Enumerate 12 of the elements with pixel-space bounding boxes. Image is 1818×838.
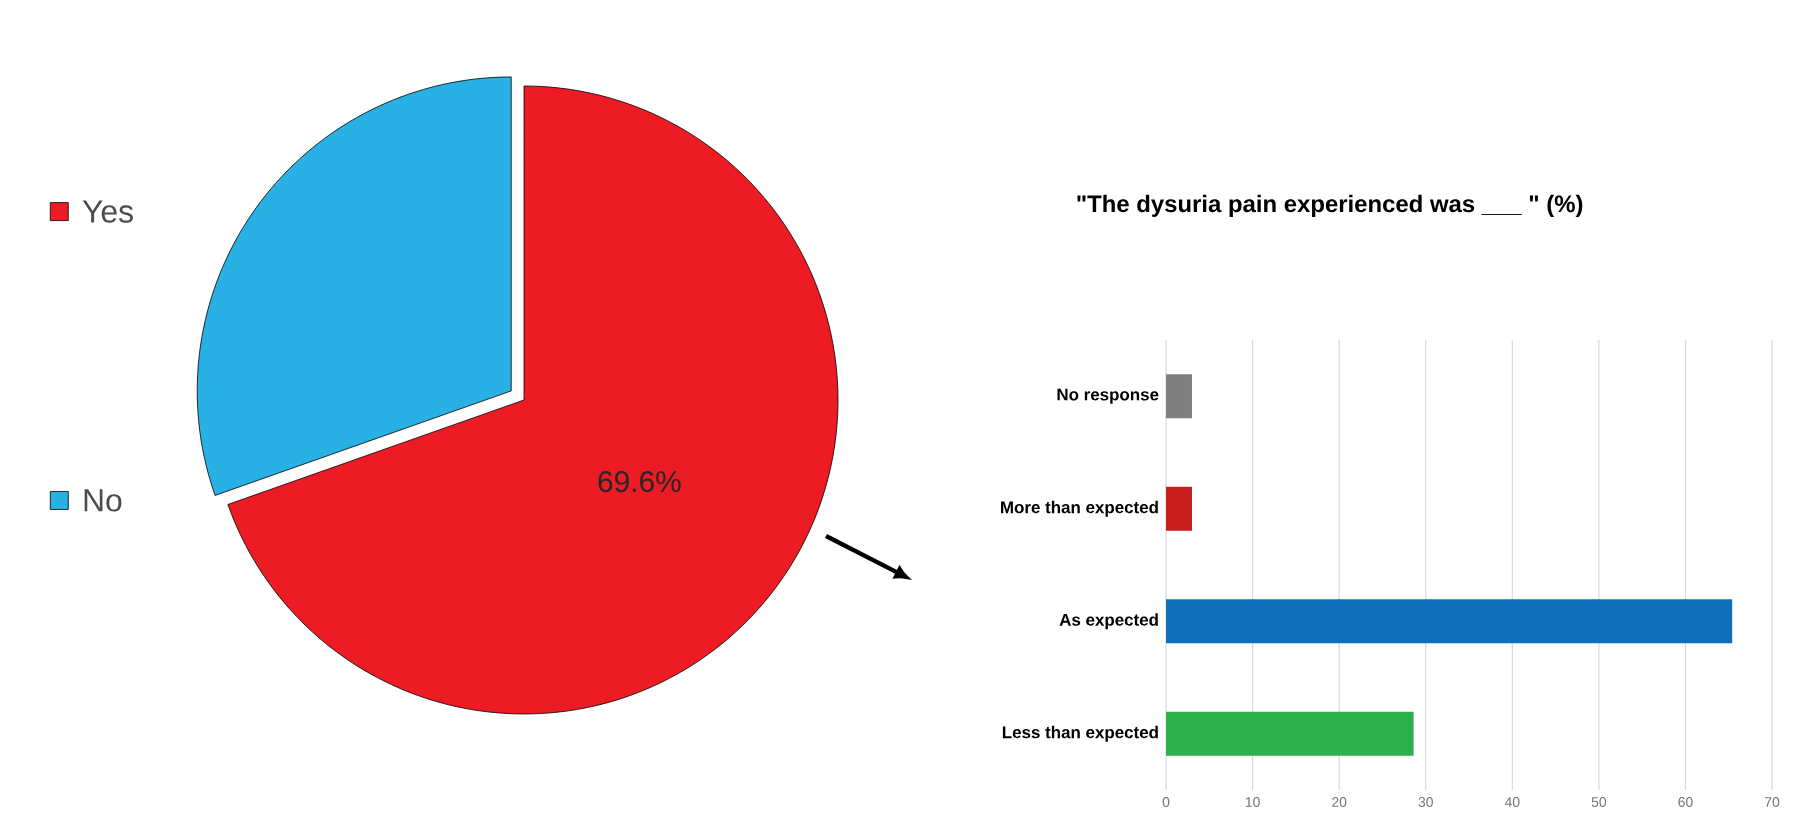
bar bbox=[1166, 711, 1414, 756]
bar bbox=[1166, 599, 1733, 644]
legend-label: Yes bbox=[82, 200, 133, 223]
y-tick-label: No response bbox=[1057, 388, 1159, 404]
y-tick-label: Less than expected bbox=[1002, 725, 1158, 742]
y-tick-label: More than expected bbox=[1001, 500, 1158, 517]
y-tick-label: As expected bbox=[1059, 613, 1158, 630]
data-label: 69.6% bbox=[598, 471, 681, 493]
bar bbox=[1166, 374, 1192, 419]
legend-label: No bbox=[84, 489, 122, 512]
bar bbox=[1166, 486, 1192, 531]
chart-title: "The dysuria pain experienced was ___ " (%) bbox=[1077, 194, 1583, 218]
